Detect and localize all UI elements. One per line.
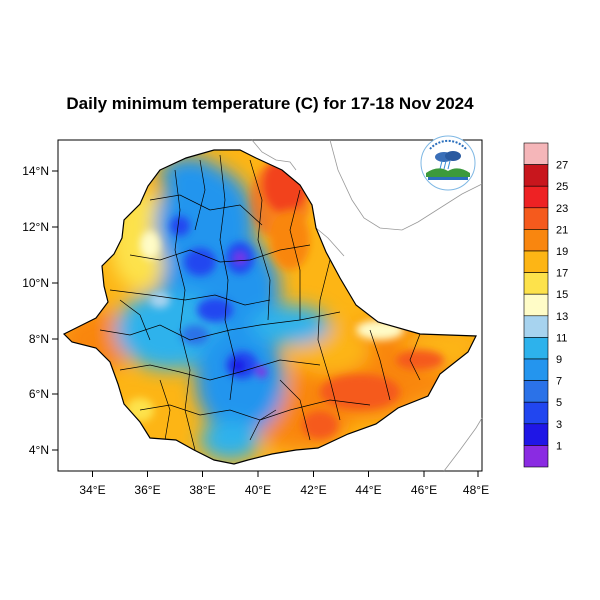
y-tick-label: 12°N	[22, 220, 49, 234]
colorbar-label: 7	[556, 376, 562, 388]
colorbar-swatch	[523, 229, 549, 252]
colorbar-swatch	[523, 185, 549, 209]
colorbar-swatch	[523, 337, 549, 360]
colorbar-swatch	[523, 380, 549, 403]
colorbar-label: 3	[556, 419, 562, 431]
x-tick-labels: 34°E 36°E 38°E 40°E 42°E 44°E 46°E 48°E	[79, 483, 489, 497]
colorbar-swatch	[523, 423, 549, 446]
colorbar-swatch	[523, 250, 549, 273]
y-tick-label: 4°N	[29, 443, 49, 457]
colorbar-swatch	[523, 207, 549, 230]
colorbar-label: 5	[556, 397, 562, 409]
colorbar-swatch	[523, 272, 549, 295]
colorbar-swatch	[523, 315, 549, 338]
meteorology-agency-logo	[420, 135, 476, 191]
x-tick-label: 48°E	[463, 483, 489, 497]
colorbar-label: 25	[556, 181, 568, 193]
admin-boundaries	[99, 154, 421, 451]
colorbar-swatch	[523, 142, 549, 165]
x-tick-label: 40°E	[245, 483, 271, 497]
x-tick-label: 36°E	[134, 483, 160, 497]
chart-title: Daily minimum temperature (C) for 17-18 …	[66, 94, 474, 113]
x-tick-label: 34°E	[79, 483, 105, 497]
coastlines	[251, 139, 483, 472]
x-tick-label: 42°E	[300, 483, 326, 497]
colorbar-label: 9	[556, 354, 562, 366]
x-tick-label: 38°E	[189, 483, 215, 497]
colorbar-label: 23	[556, 203, 568, 215]
temperature-field	[64, 150, 476, 464]
colorbar: 27 25 23 21 19 17 15 13 11 9 7 5 3 1	[523, 142, 568, 468]
x-tick-label: 46°E	[411, 483, 437, 497]
plot-frame	[57, 139, 483, 472]
colorbar-label: 27	[556, 160, 568, 172]
y-tick-labels: 14°N 12°N 10°N 8°N 6°N 4°N	[22, 164, 49, 457]
y-tick-label: 14°N	[22, 164, 49, 178]
x-tick-label: 44°E	[355, 483, 381, 497]
colorbar-label: 11	[556, 332, 567, 344]
colorbar-swatch	[523, 164, 549, 187]
x-axis	[92, 471, 479, 477]
colorbar-label: 13	[556, 311, 568, 323]
colorbar-label: 1	[556, 440, 562, 452]
y-tick-label: 8°N	[29, 332, 49, 346]
colorbar-label: 17	[556, 268, 568, 280]
colorbar-swatch	[523, 401, 549, 425]
y-tick-label: 6°N	[29, 387, 49, 401]
colorbar-swatch	[523, 358, 549, 381]
colorbar-label: 15	[556, 289, 568, 301]
colorbar-swatch	[523, 293, 549, 317]
colorbar-label: 21	[556, 224, 568, 236]
y-tick-label: 10°N	[22, 276, 49, 290]
colorbar-label: 19	[556, 246, 568, 258]
y-axis	[52, 170, 58, 451]
colorbar-swatch	[523, 445, 549, 468]
